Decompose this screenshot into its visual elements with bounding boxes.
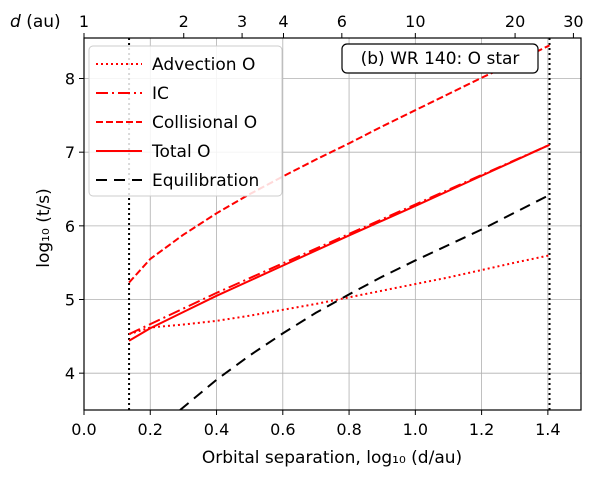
y-axis-label: log₁₀ (t/s): [34, 188, 54, 267]
legend: Advection O IC Collisional O Total O Equilib…: [88, 45, 283, 197]
axis-ticks: 0.0 0.2 0.4 0.6 0.8 1.0 1.2 1.4 4 5 6 7 8 1 2 3 4 6 10 20 30: [65, 12, 584, 439]
x-tick-label: 0.4: [204, 420, 229, 439]
legend-label: Total O: [151, 142, 211, 162]
plot-frame: [83, 37, 582, 411]
top-tick-label: 30: [563, 12, 583, 31]
top-tick-label: 10: [405, 12, 425, 31]
top-tick-label: 4: [278, 12, 288, 31]
annotation-text: (b) WR 140: O star: [361, 49, 520, 69]
x-tick-label: 1.2: [469, 420, 494, 439]
top-tick-label: 3: [237, 12, 247, 31]
x-tick-label: 0.8: [336, 420, 361, 439]
y-tick-label: 8: [65, 70, 75, 89]
y-tick-label: 7: [65, 143, 75, 162]
y-tick-label: 5: [65, 291, 75, 310]
legend-label: Equilibration: [152, 171, 259, 191]
series-line-total-o: [128, 143, 550, 342]
top-tick-label: 6: [337, 12, 347, 31]
legend-label: Collisional O: [152, 113, 257, 133]
y-tick-label: 6: [65, 217, 75, 236]
annotation-box: (b) WR 140: O star: [341, 43, 539, 74]
x-tick-label: 0.2: [138, 420, 163, 439]
x-tick-label: 1.0: [403, 420, 428, 439]
series-line-equilibration: [179, 194, 550, 410]
top-tick-label: 20: [505, 12, 525, 31]
series-line-collisional-o: [128, 44, 550, 284]
series-line-advection-o: [128, 254, 550, 336]
x-axis-label: Orbital separation, log₁₀ (d/au): [202, 448, 462, 468]
x-tick-label: 1.4: [535, 420, 560, 439]
top-tick-label: 1: [79, 12, 89, 31]
top-tick-label: 2: [179, 12, 189, 31]
x-tick-label: 0.0: [71, 420, 96, 439]
y-tick-label: 4: [65, 364, 75, 383]
top-axis-label: d (au): [10, 12, 61, 32]
x-tick-label: 0.6: [270, 420, 295, 439]
legend-label: IC: [152, 84, 169, 104]
legend-label: Advection O: [152, 55, 255, 75]
series-lines: [128, 44, 550, 410]
